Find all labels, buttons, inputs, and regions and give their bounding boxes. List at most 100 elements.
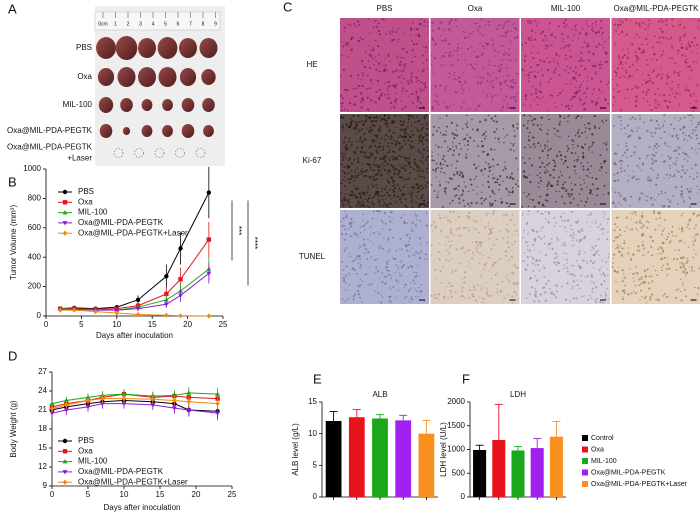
cell [696, 43, 699, 47]
cell [410, 80, 413, 83]
cell [480, 241, 483, 244]
cell [480, 219, 482, 222]
cell [384, 138, 386, 141]
cell [462, 199, 465, 202]
cell [470, 45, 473, 48]
cell [579, 184, 582, 186]
cell [444, 39, 447, 42]
cell [402, 165, 405, 168]
cell [556, 238, 560, 241]
y-tick-label: 1000 [447, 445, 465, 454]
cell [621, 48, 624, 51]
cell [348, 159, 350, 161]
cell [342, 140, 346, 144]
cell [534, 290, 538, 293]
cell [662, 36, 665, 39]
chart-title: LDH [510, 390, 526, 399]
cell [371, 49, 373, 52]
cell [641, 244, 645, 247]
cell [433, 159, 435, 162]
cell [495, 218, 497, 220]
cell [537, 71, 539, 74]
cell [561, 196, 563, 198]
bar [325, 421, 342, 497]
cell [541, 149, 544, 153]
cell [554, 164, 557, 167]
cell [615, 101, 617, 103]
cell [578, 193, 581, 196]
cell [348, 137, 351, 140]
cell [372, 242, 374, 244]
cell [430, 184, 433, 186]
cell [488, 232, 491, 236]
cell [662, 94, 666, 97]
cell [663, 293, 666, 296]
cell [595, 220, 597, 222]
cell [387, 274, 390, 276]
cell [385, 266, 388, 269]
cell [668, 75, 671, 78]
cell [364, 120, 367, 123]
cell [509, 175, 512, 178]
cell [599, 300, 602, 304]
cell [414, 177, 417, 180]
cell [414, 254, 416, 256]
cell [660, 77, 663, 80]
cell [423, 24, 425, 27]
cell [585, 45, 588, 48]
cell [459, 295, 462, 298]
cell [426, 68, 429, 70]
cell [592, 141, 595, 144]
cell [600, 162, 602, 165]
cell [621, 280, 624, 283]
cell [414, 121, 416, 123]
cell [522, 260, 525, 263]
cell [478, 296, 480, 298]
cell [695, 253, 697, 255]
cell [570, 79, 572, 81]
cell [456, 134, 459, 137]
cell [683, 288, 686, 291]
cell [342, 217, 345, 220]
cell [617, 56, 620, 59]
cell [542, 287, 545, 290]
cell [348, 204, 350, 206]
cell [347, 109, 349, 112]
cell [411, 40, 413, 43]
x-tick-label: 15 [148, 320, 157, 329]
cell [542, 213, 544, 215]
cell [629, 212, 631, 214]
cell [375, 173, 378, 177]
cell [361, 301, 363, 304]
cell [662, 295, 665, 297]
cell [387, 122, 390, 125]
cell [437, 191, 439, 193]
cell [687, 42, 690, 45]
cell [615, 72, 619, 75]
cell [572, 232, 575, 234]
cell [692, 92, 695, 95]
empty-site [134, 148, 144, 158]
cell [484, 226, 487, 229]
cell [366, 74, 369, 77]
cell [660, 18, 663, 21]
cell [556, 135, 558, 137]
cell [433, 100, 436, 103]
cell [394, 165, 396, 167]
cell [488, 238, 491, 240]
cell [698, 201, 700, 204]
cell [418, 252, 421, 254]
cell [360, 194, 362, 197]
panel-label: A [8, 1, 17, 16]
cell [572, 95, 575, 98]
cell [636, 56, 639, 59]
cell [560, 158, 563, 161]
cell [436, 194, 439, 196]
cell [378, 145, 380, 148]
cell [383, 188, 386, 191]
cell [588, 127, 591, 130]
cell [450, 240, 453, 243]
cell [595, 71, 597, 73]
cell [517, 168, 519, 171]
cell [668, 133, 670, 136]
